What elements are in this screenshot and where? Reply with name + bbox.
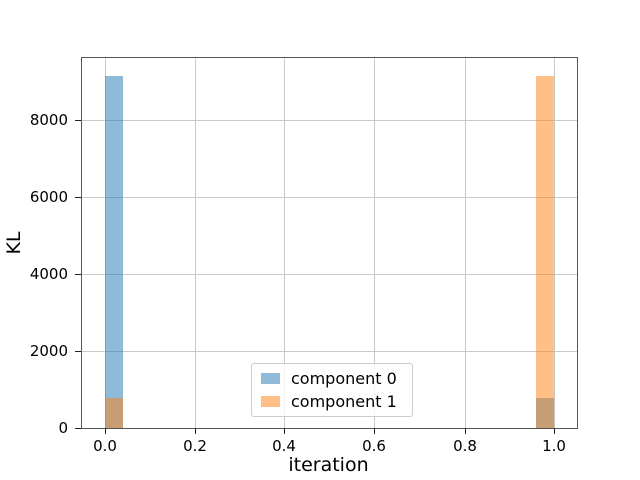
x-tick-label: 0.4 (272, 437, 296, 455)
legend-box: component 0 component 1 (251, 363, 413, 417)
x-tick-label: 0.0 (93, 437, 117, 455)
histogram-bar-series-0-bin-0 (105, 76, 123, 428)
x-axis-tick (465, 428, 466, 434)
grid-line-vertical (374, 58, 375, 428)
legend-label-component-0: component 0 (291, 369, 397, 388)
x-axis-tick (284, 428, 285, 434)
grid-line-vertical (554, 58, 555, 428)
x-axis-tick (554, 428, 555, 434)
y-axis-label: KL (3, 231, 25, 255)
x-axis-tick (195, 428, 196, 434)
grid-line-vertical (195, 58, 196, 428)
y-axis-tick (75, 274, 81, 275)
y-axis-tick (75, 428, 81, 429)
histogram-bar-series-1-bin-1 (536, 76, 554, 428)
histogram-bar-series-1-bin-0 (105, 398, 123, 428)
x-axis-label: iteration (288, 454, 369, 476)
y-tick-label: 6000 (29, 188, 68, 206)
legend-swatch-component-1-icon (261, 396, 280, 407)
grid-line-horizontal (82, 351, 577, 352)
legend-entry-component-0: component 0 (252, 369, 412, 388)
y-axis-tick (75, 197, 81, 198)
x-tick-label: 0.2 (183, 437, 207, 455)
legend-label-component-1: component 1 (291, 392, 397, 411)
grid-line-horizontal (82, 197, 577, 198)
grid-line-horizontal (82, 274, 577, 275)
x-tick-label: 1.0 (542, 437, 566, 455)
y-tick-label: 2000 (29, 342, 68, 360)
grid-line-vertical (465, 58, 466, 428)
grid-line-horizontal (82, 120, 577, 121)
y-axis-tick (75, 351, 81, 352)
y-axis-tick (75, 120, 81, 121)
x-tick-label: 0.8 (453, 437, 477, 455)
grid-line-vertical (284, 58, 285, 428)
y-tick-label: 8000 (29, 111, 68, 129)
y-tick-label: 4000 (29, 265, 68, 283)
legend-swatch-component-0-icon (261, 373, 280, 384)
x-tick-label: 0.6 (362, 437, 386, 455)
y-tick-label: 0 (58, 419, 68, 437)
legend-entry-component-1: component 1 (252, 392, 412, 411)
x-axis-tick (374, 428, 375, 434)
plot-area: 0.0 0.2 0.4 0.6 0.8 1.0 0 2000 4000 6000 8000 comp… (30, 57, 578, 455)
x-axis-tick (105, 428, 106, 434)
